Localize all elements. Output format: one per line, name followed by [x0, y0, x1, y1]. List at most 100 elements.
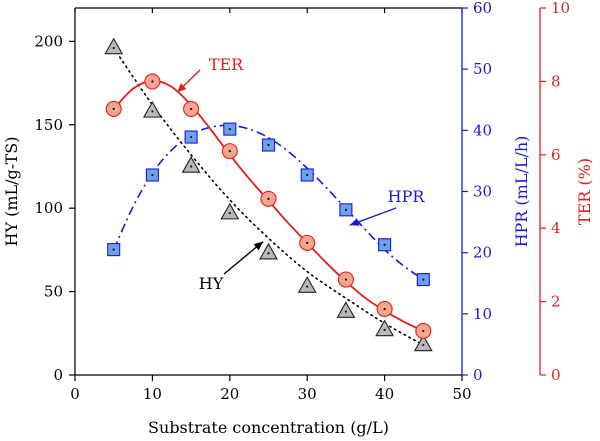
hpr-marker-center [383, 243, 386, 246]
ter-point [415, 322, 432, 340]
hy-axis-label: HY (mL/g-TS) [2, 137, 21, 247]
hy-marker-center [190, 165, 193, 168]
ter-point [144, 73, 161, 90]
hy-tick-label: 0 [53, 366, 63, 384]
hy-annotation-label: HY [199, 274, 224, 293]
hy-marker [413, 334, 433, 352]
ter-marker-center [344, 278, 347, 281]
hpr-tick-label: 20 [473, 244, 492, 262]
hy-point [104, 37, 124, 55]
hy-marker [220, 202, 240, 220]
hpr-marker-center [267, 143, 270, 147]
hy-point [375, 319, 395, 337]
ter-tick-label: 10 [551, 0, 570, 17]
ter-tick-label: 4 [551, 219, 561, 237]
hpr-annotation-label: HPR [388, 187, 426, 206]
hy-tick-label: 200 [34, 32, 63, 50]
ter-annotation-arrow-head [177, 83, 187, 93]
hpr-axis-label: HPR (mL/L/h) [512, 136, 531, 248]
x-tick-label: 20 [220, 385, 239, 403]
hy-tick-label: 100 [34, 199, 63, 217]
hy-marker-center [267, 252, 270, 255]
ter-marker-center [112, 107, 115, 111]
hy-marker [142, 101, 162, 118]
hpr-point [184, 130, 198, 144]
hpr-marker-center [306, 173, 309, 177]
hy-marker-center [306, 285, 309, 288]
ter-marker-center [267, 197, 270, 200]
ter-point [105, 100, 122, 117]
hy-marker-center [112, 46, 115, 50]
hpr-point [378, 238, 392, 252]
x-tick-label: 0 [70, 385, 80, 403]
hpr-tick-label: 10 [473, 305, 492, 323]
hpr-tick-label: 50 [473, 60, 492, 78]
hy-marker-center [151, 110, 154, 113]
ter-marker-center [228, 150, 231, 153]
ter-point [183, 100, 200, 117]
ter-tick-label: 2 [551, 293, 561, 311]
ter-tick-label: 0 [551, 366, 561, 384]
hy-point [181, 156, 201, 173]
hy-marker-center [422, 343, 425, 347]
hpr-point [145, 168, 159, 182]
x-axis-label: Substrate concentration (g/L) [148, 418, 389, 437]
hpr-marker-center [228, 128, 231, 131]
hpr-marker-center [151, 173, 154, 177]
hy-point [336, 301, 356, 318]
ter-marker-center [383, 307, 386, 311]
hpr-tick-label: 40 [473, 121, 492, 139]
hpr-annotation-arrow-head [349, 218, 360, 226]
ter-marker-center [306, 241, 309, 244]
hy-marker [104, 37, 124, 55]
ter-tick-label: 6 [551, 146, 561, 164]
ter-point [376, 300, 393, 317]
hy-marker [336, 301, 356, 318]
hy-point [413, 334, 433, 352]
x-tick-label: 40 [375, 385, 394, 403]
hy-marker [297, 276, 317, 293]
ter-marker-center [190, 107, 193, 111]
ter-point [337, 271, 354, 288]
series-markers-layer [104, 37, 433, 352]
hpr-point [261, 138, 276, 152]
hpr-point [107, 243, 121, 257]
ter-tick-label: 8 [551, 72, 561, 90]
hy-marker [375, 319, 395, 337]
hy-point [220, 202, 240, 220]
hy-tick-label: 50 [44, 283, 63, 301]
hy-annotation-arrow-head [253, 241, 264, 251]
x-tick-label: 30 [298, 385, 317, 403]
hy-point [297, 276, 317, 293]
hpr-point [300, 168, 314, 182]
hpr-point [339, 203, 353, 217]
hy-point [259, 242, 278, 260]
hy-fit-line [112, 47, 425, 346]
hy-marker-center [228, 212, 231, 215]
ter-point [221, 143, 238, 160]
x-tick-label: 50 [452, 385, 471, 403]
ter-marker-center [151, 80, 154, 83]
hpr-point [223, 122, 237, 136]
hy-marker [259, 242, 278, 260]
ter-annotation-label: TER [209, 55, 244, 74]
annotations-layer: TER HPR HY [176, 55, 426, 293]
hy-tick-label: 150 [34, 116, 63, 134]
hy-marker-center [383, 328, 386, 332]
ter-point [260, 190, 277, 207]
hpr-marker-center [190, 135, 193, 139]
hpr-marker-center [112, 248, 115, 251]
hpr-marker-center [422, 278, 425, 281]
ter-axis-label: TER (%) [575, 158, 594, 225]
x-tick-label: 10 [143, 385, 162, 403]
hy-marker [181, 156, 201, 173]
ter-marker-center [422, 329, 425, 333]
hy-point [142, 101, 162, 118]
hpr-tick-label: 0 [473, 366, 483, 384]
hpr-tick-label: 30 [473, 183, 492, 201]
hy-marker-center [344, 310, 347, 313]
hpr-tick-label: 60 [473, 0, 492, 17]
ter-point [299, 234, 316, 251]
